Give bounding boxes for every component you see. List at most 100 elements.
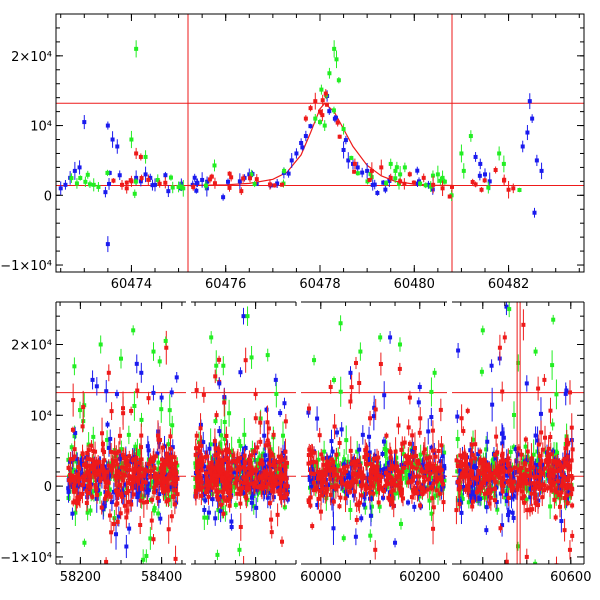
bottom-red-s1-point-299-marker bbox=[285, 492, 290, 497]
bottom-red-s1-point-266-marker bbox=[228, 489, 233, 494]
bottom-red-s0-point-265-marker bbox=[125, 508, 130, 513]
top-blue-fill-point-26 bbox=[300, 144, 305, 151]
bottom-red-s0-point-237 bbox=[135, 468, 140, 491]
top-blue-fill-point-5 bbox=[194, 187, 199, 194]
bottom-red-s0-point-285-marker bbox=[129, 502, 134, 507]
bottom-red-s1-point-276-marker bbox=[242, 480, 247, 485]
bottom-blue-s0-point-104 bbox=[174, 371, 179, 383]
top-green-fill-point-7-marker bbox=[442, 179, 447, 184]
bottom-blue-s0-point-145-marker bbox=[107, 445, 112, 450]
top-blue-fill-point-11-marker bbox=[360, 170, 365, 175]
bottom-red-s1-point-251 bbox=[263, 440, 268, 450]
bottom-red-s1-point-249 bbox=[269, 472, 274, 482]
top-blue-fill-point-34-marker bbox=[179, 181, 184, 186]
bottom-blue-s0-point-4-marker bbox=[116, 485, 121, 490]
bottom-red-s1-point-100-marker bbox=[203, 471, 208, 476]
bottom-red-s0-point-266-marker bbox=[173, 468, 178, 473]
top-blue-point-30-marker bbox=[365, 168, 370, 173]
bottom-red-s0-point-238 bbox=[155, 490, 160, 506]
bottom-green-s1-point-158-marker bbox=[220, 505, 225, 510]
bottom-red-s0-point-219-marker bbox=[114, 502, 119, 507]
top-blue-point-34 bbox=[478, 158, 483, 170]
bottom-red-s0-point-201-marker bbox=[164, 479, 169, 484]
top-red-fill-point-9-marker bbox=[124, 180, 129, 185]
bottom-red-s0-point-73-marker bbox=[115, 462, 120, 467]
bottom-blue-s1-point-82 bbox=[206, 505, 211, 520]
top-green-fill-point-34 bbox=[105, 169, 110, 177]
bottom-red-s0-point-284-marker bbox=[70, 427, 75, 432]
bottom-red-s0-point-270-marker bbox=[162, 476, 167, 481]
top-red-fill-point-33 bbox=[323, 89, 328, 99]
bottom-red-s0-point-209 bbox=[167, 458, 172, 473]
bottom-red-s0-point-193 bbox=[109, 521, 114, 544]
bottom-red-s1-point-161-marker bbox=[198, 426, 203, 431]
bottom-red-s0-point-251 bbox=[138, 493, 143, 509]
top-blue-point-42 bbox=[527, 93, 532, 110]
bottom-red-s1-point-186 bbox=[199, 473, 204, 492]
bottom-green-s1-point-153-marker bbox=[201, 488, 206, 493]
top-blue-fill-point-33 bbox=[166, 185, 171, 198]
top-green-fill-point-38 bbox=[438, 176, 443, 185]
bottom-red-s0-point-272 bbox=[117, 468, 122, 478]
top-red-fill-point-31-marker bbox=[352, 161, 357, 166]
bottom-green-s1-point-34-marker bbox=[218, 442, 223, 447]
top-green-point-5 bbox=[176, 181, 181, 193]
bottom-red-s1-point-185 bbox=[222, 451, 227, 469]
bottom-green-s0-point-94 bbox=[78, 401, 83, 419]
bottom-red-s0-point-164-marker bbox=[130, 486, 135, 491]
top-red-fill-point-3-marker bbox=[229, 175, 234, 180]
bottom-red-s0-point-299-marker bbox=[80, 424, 85, 429]
bottom-red-s1-point-22-marker bbox=[210, 485, 215, 490]
bottom-blue-s0-point-5-marker bbox=[104, 467, 109, 472]
bottom-red-s1-point-15-marker bbox=[213, 446, 218, 451]
top-red-point-10 bbox=[379, 159, 384, 176]
bottom-red-s1-point-298 bbox=[279, 447, 284, 467]
top-green-point-5-marker bbox=[176, 184, 181, 189]
top-red-fill-point-13-marker bbox=[157, 181, 162, 186]
top-red-point-11-marker bbox=[388, 175, 393, 180]
bottom-blue-s1-point-67-marker bbox=[202, 473, 207, 478]
bottom-blue-s0-point-82 bbox=[154, 486, 159, 496]
bottom-red-s1-point-262-marker bbox=[271, 476, 276, 481]
bottom-red-s1-point-199-marker bbox=[216, 447, 221, 452]
top-panel: 60474 60476 60478 60480 60482 −1×10⁴ 0 10⁴ 2×10⁴ bbox=[0, 13, 585, 292]
bottom-red-s1-point-78-marker bbox=[200, 459, 205, 464]
bottom-red-s0-point-299 bbox=[80, 420, 85, 433]
bottom-red-s1-point-280 bbox=[212, 465, 217, 485]
top-green-fill-point-38-marker bbox=[438, 178, 443, 183]
top-red-point-17-marker bbox=[506, 187, 511, 192]
bottom-red-s0-point-25 bbox=[141, 487, 146, 518]
bottom-red-s1-point-117-marker bbox=[285, 484, 290, 489]
bottom-red-s0-point-260 bbox=[119, 490, 124, 503]
bottom-red-s0-point-167 bbox=[104, 557, 109, 564]
top-red-fill-point-4-marker bbox=[207, 177, 212, 182]
bottom-red-s1-point-247-marker bbox=[283, 419, 288, 424]
bottom-plot-area bbox=[56, 302, 584, 564]
bottom-red-s0-point-119 bbox=[111, 516, 116, 532]
bottom-red-s0-point-72-marker bbox=[170, 481, 175, 486]
bottom-blue-s0-point-50 bbox=[70, 507, 75, 520]
top-red-point-0 bbox=[120, 179, 124, 190]
bottom-blue-s0-point-81 bbox=[146, 441, 151, 460]
bottom-blue-s1-point-165 bbox=[238, 367, 243, 378]
bottom-green-s0-point-67-marker bbox=[152, 508, 157, 513]
bottom-red-s1-point-318 bbox=[219, 452, 224, 471]
top-red-point-18-marker bbox=[511, 186, 516, 191]
bottom-blue-s0-point-50-marker bbox=[70, 511, 75, 516]
top-blue-fill-point-19-marker bbox=[333, 115, 338, 120]
top-blue-point-32 bbox=[426, 180, 431, 189]
bottom-red-s0-point-16-marker bbox=[81, 405, 86, 410]
bottom-red-s1-point-195 bbox=[248, 473, 253, 495]
bottom-red-s0-point-109-marker bbox=[119, 465, 124, 470]
bottom-red-s0-point-174-marker bbox=[163, 462, 168, 467]
bottom-red-s0-point-296-marker bbox=[103, 479, 108, 484]
bottom-red-s0-point-315 bbox=[80, 476, 85, 494]
bottom-red-s0-point-187-marker bbox=[95, 493, 100, 498]
bottom-red-s1-point-78 bbox=[200, 453, 205, 469]
bottom-red-s1-point-304 bbox=[272, 456, 277, 466]
top-red-point-13-marker bbox=[421, 175, 426, 180]
bottom-red-s0-point-237-marker bbox=[135, 477, 140, 482]
bottom-red-s0-point-275 bbox=[161, 477, 166, 499]
top-red-point-16 bbox=[450, 181, 454, 193]
bottom-red-s0-point-241 bbox=[158, 462, 163, 491]
